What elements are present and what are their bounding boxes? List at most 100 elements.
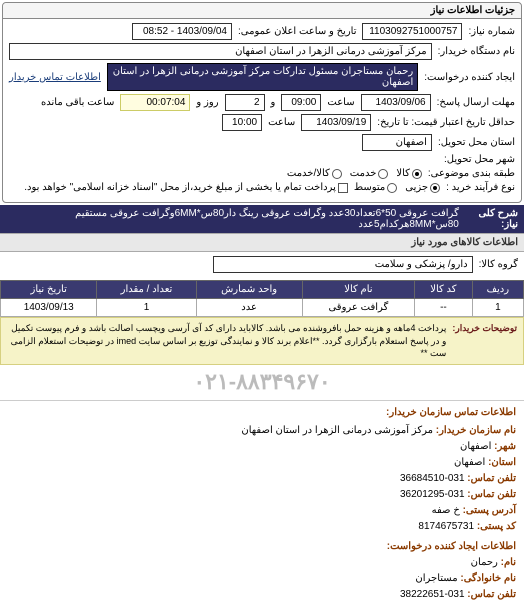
need-desc-row: شرح کلی نیاز: گرافت عروقی 50*6تعداد30عدد… xyxy=(0,205,524,233)
group-label: گروه کالا: xyxy=(479,259,518,270)
deadline-date: 1403/09/06 xyxy=(361,94,431,111)
deadline-time-label: ساعت xyxy=(327,97,354,108)
row-validity: حداقل تاریخ اعتبار قیمت: تا تاریخ: 1403/… xyxy=(9,114,515,131)
buyer-note-text: پرداخت 4ماهه و هزینه حمل بافروشنده می با… xyxy=(7,322,446,360)
td: گرافت عروقی xyxy=(302,299,414,317)
process-opt-0[interactable]: جزیی xyxy=(405,182,440,193)
province-label: استان محل تحویل: xyxy=(438,137,515,148)
validity-time: 10:00 xyxy=(222,114,262,131)
row-process: نوع فرآیند خرید : جزیی متوسط پرداخت تمام… xyxy=(9,182,515,193)
buyer-note-label: توضیحات خریدار: xyxy=(452,322,517,360)
validity-label: حداقل تاریخ اعتبار قیمت: تا تاریخ: xyxy=(377,117,515,128)
deadline-sep: و xyxy=(271,97,276,108)
category-opt-2[interactable]: کالا/خدمت xyxy=(287,168,342,179)
td: عدد xyxy=(196,299,302,317)
category-radio-group: کالا خدمت کالا/خدمت xyxy=(287,168,422,179)
c-cphone-value: 031-38222651 xyxy=(400,589,465,600)
city-label: شهر محل تحویل: xyxy=(444,154,515,165)
radio-icon xyxy=(430,183,440,193)
deadline-label: مهلت ارسال پاسخ: xyxy=(437,97,515,108)
remaining-label: ساعت باقی مانده xyxy=(41,97,114,108)
process-radio-group: جزیی متوسط xyxy=(354,182,440,193)
watermark-text: ۰۲۱-۸۸۳۴۹۶۷۰ xyxy=(0,365,524,400)
c-province-label: استان: xyxy=(488,457,516,468)
creator-value: رحمان مستاجران مسئول تدارکات مرکز آموزشی… xyxy=(107,63,418,91)
c-org-value: مرکز آموزشی درمانی الزهرا در استان اصفها… xyxy=(241,425,433,436)
th-2: نام کالا xyxy=(302,281,414,299)
checkbox-icon xyxy=(338,183,348,193)
c-phone2-value: 031-36201295 xyxy=(400,489,465,500)
c-addr-value: خ صفه xyxy=(432,505,460,516)
c-cphone-label: تلفن تماس: xyxy=(467,589,516,600)
validity-date: 1403/09/19 xyxy=(301,114,371,131)
c-org-label: نام سازمان خریدار: xyxy=(436,425,516,436)
buyer-note-box: توضیحات خریدار: پرداخت 4ماهه و هزینه حمل… xyxy=(0,317,524,365)
c-addr-label: آدرس پستی: xyxy=(463,505,516,516)
c-family-value: مستاجران xyxy=(415,573,457,584)
c-phone-value: 031-36684510 xyxy=(400,473,465,484)
th-5: تاریخ نیاز xyxy=(1,281,97,299)
details-panel: جزئیات اطلاعات نیاز شماره نیاز: 11030927… xyxy=(2,2,522,203)
need-no-value: 1103092751000757 xyxy=(362,23,462,40)
row-province: استان محل تحویل: اصفهان xyxy=(9,134,515,151)
panel-title: جزئیات اطلاعات نیاز xyxy=(3,3,521,19)
c-city-label: شهر: xyxy=(494,441,516,452)
category-opt-0[interactable]: کالا xyxy=(396,168,422,179)
treasury-label: پرداخت تمام یا بخشی از مبلغ خرید،از محل … xyxy=(24,182,336,193)
row-group: گروه کالا: دارو/ پزشکی و سلامت xyxy=(0,252,524,277)
c-province-value: اصفهان xyxy=(454,457,485,468)
c-family-label: نام خانوادگی: xyxy=(460,573,516,584)
category-opt-1[interactable]: خدمت xyxy=(350,168,389,179)
watermark-area: ۰۲۱-۸۸۳۴۹۶۷۰ xyxy=(0,365,524,401)
td: 1 xyxy=(97,299,196,317)
deadline-days-label: روز و xyxy=(196,97,218,108)
radio-icon xyxy=(332,169,342,179)
contact-link[interactable]: اطلاعات تماس خریدار xyxy=(9,72,101,83)
category-label: طبقه بندی موضوعی: xyxy=(428,168,515,179)
row-need-no: شماره نیاز: 1103092751000757 تاریخ و ساع… xyxy=(9,23,515,40)
th-3: واحد شمارش xyxy=(196,281,302,299)
td: -- xyxy=(415,299,473,317)
deadline-days: 2 xyxy=(225,94,265,111)
province-value: اصفهان xyxy=(362,134,432,151)
creator-header: اطلاعات ایجاد کننده درخواست: xyxy=(8,539,516,555)
row-category: طبقه بندی موضوعی: کالا خدمت کالا/خدمت xyxy=(9,168,515,179)
creator-label: ایجاد کننده درخواست: xyxy=(424,72,515,83)
th-1: کد کالا xyxy=(415,281,473,299)
process-label: نوع فرآیند خرید : xyxy=(446,182,515,193)
need-desc-label: شرح کلی نیاز: xyxy=(463,208,518,230)
td: 1 xyxy=(472,299,523,317)
row-creator: ایجاد کننده درخواست: رحمان مستاجران مسئو… xyxy=(9,63,515,91)
remaining-time: 00:07:04 xyxy=(120,94,190,111)
td: 1403/09/13 xyxy=(1,299,97,317)
row-org: نام دستگاه خریدار: مرکز آموزشی درمانی ال… xyxy=(9,43,515,60)
category-opt-1-label: خدمت xyxy=(350,168,377,179)
c-name-label: نام: xyxy=(501,557,516,568)
row-city: شهر محل تحویل: xyxy=(9,154,515,165)
c-post-label: کد پستی: xyxy=(477,521,516,532)
org-label: نام دستگاه خریدار: xyxy=(438,46,515,57)
group-value: دارو/ پزشکی و سلامت xyxy=(213,256,473,273)
radio-icon xyxy=(412,169,422,179)
treasury-checkbox[interactable]: پرداخت تمام یا بخشی از مبلغ خرید،از محل … xyxy=(24,182,348,193)
radio-icon xyxy=(387,183,397,193)
c-name-value: رحمان xyxy=(471,557,498,568)
org-value: مرکز آموزشی درمانی الزهرا در استان اصفها… xyxy=(9,43,432,60)
th-4: تعداد / مقدار xyxy=(97,281,196,299)
c-phone-label: تلفن تماس: xyxy=(467,473,516,484)
c-city-value: اصفهان xyxy=(460,441,491,452)
process-opt-1[interactable]: متوسط xyxy=(354,182,397,193)
th-0: ردیف xyxy=(472,281,523,299)
table-row[interactable]: 1 -- گرافت عروقی عدد 1 1403/09/13 xyxy=(1,299,524,317)
row-deadline: مهلت ارسال پاسخ: 1403/09/06 ساعت 09:00 و… xyxy=(9,94,515,111)
c-post-value: 8174675731 xyxy=(418,521,474,532)
radio-icon xyxy=(378,169,388,179)
process-opt-1-label: متوسط xyxy=(354,182,385,193)
c-phone2-label: تلفن تماس: xyxy=(467,489,516,500)
items-header: اطلاعات کالاهای مورد نیاز xyxy=(0,233,524,252)
validity-time-label: ساعت xyxy=(268,117,295,128)
table-header-row: ردیف کد کالا نام کالا واحد شمارش تعداد /… xyxy=(1,281,524,299)
category-opt-2-label: کالا/خدمت xyxy=(287,168,330,179)
process-opt-0-label: جزیی xyxy=(405,182,428,193)
need-no-label: شماره نیاز: xyxy=(468,26,515,37)
